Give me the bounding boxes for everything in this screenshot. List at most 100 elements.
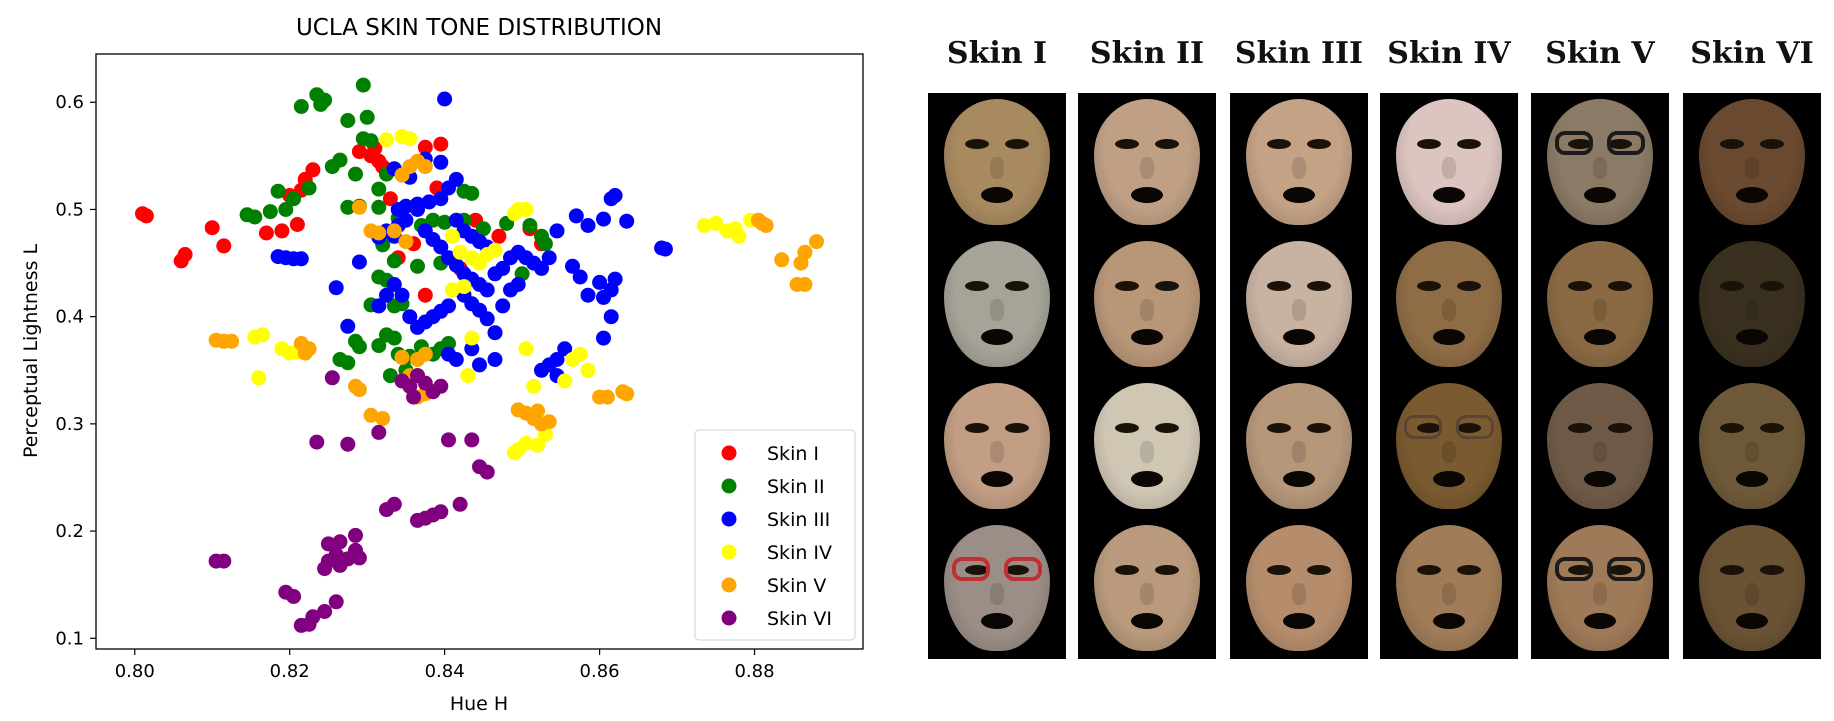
face-eye: [1457, 139, 1481, 149]
face-image: [1380, 235, 1518, 373]
data-point: [619, 213, 635, 229]
face-nose: [1140, 299, 1154, 321]
data-point: [351, 550, 367, 566]
column-header: Skin V: [1545, 36, 1655, 71]
face-eye: [1568, 565, 1592, 575]
data-point: [406, 389, 422, 405]
skin-tone-face-grid: Skin I Skin II Skin III Skin IV Skin V Skin V…: [920, 0, 1834, 721]
face-mouth: [1283, 329, 1315, 345]
face-shape: [1094, 525, 1200, 651]
face-mouth: [1283, 471, 1315, 487]
data-point: [138, 208, 154, 224]
data-point: [530, 437, 546, 453]
data-point: [351, 339, 367, 355]
face-nose: [1593, 299, 1607, 321]
data-point: [224, 333, 240, 349]
face-nose: [1140, 441, 1154, 463]
legend-marker: [721, 445, 737, 461]
face-nose: [1292, 299, 1306, 321]
face-shape: [1396, 525, 1502, 651]
data-point: [491, 228, 507, 244]
face-image: [1230, 93, 1368, 231]
face-nose: [990, 441, 1004, 463]
data-point: [258, 225, 274, 241]
face-image: [1230, 519, 1368, 657]
data-point: [518, 202, 534, 217]
face-shape: [1094, 383, 1200, 509]
face-eye: [965, 565, 989, 575]
plot-frame: [95, 53, 864, 650]
face-mouth: [1736, 329, 1768, 345]
face-eye: [1115, 565, 1139, 575]
data-point: [557, 373, 573, 389]
data-point: [382, 368, 398, 384]
column-header: Skin II: [1089, 36, 1205, 71]
data-point: [328, 594, 344, 610]
face-shape: [1699, 241, 1805, 367]
data-point: [286, 191, 302, 207]
legend-marker: [721, 511, 737, 527]
data-point: [351, 382, 367, 398]
face-eye: [1417, 423, 1441, 433]
data-point: [317, 92, 333, 108]
face-eye: [1760, 423, 1784, 433]
face-shape: [1246, 241, 1352, 367]
data-point: [437, 91, 453, 107]
data-point: [340, 113, 356, 128]
face-eye: [1608, 423, 1632, 433]
data-point: [379, 132, 394, 148]
data-point: [340, 199, 356, 215]
face-shape: [1094, 241, 1200, 367]
data-point: [382, 191, 398, 207]
face-mouth: [1433, 613, 1465, 629]
data-point: [568, 208, 584, 224]
x-tick-label: 0.84: [425, 661, 465, 682]
data-point: [448, 171, 464, 187]
data-point: [657, 241, 673, 257]
x-axis-label: Hue H: [450, 693, 508, 715]
face-eye: [1155, 281, 1179, 291]
data-point: [398, 198, 414, 214]
data-point: [177, 247, 193, 262]
legend-label: Skin IV: [767, 542, 832, 564]
face-shape: [1396, 383, 1502, 509]
face-mouth: [981, 187, 1013, 203]
data-point: [251, 370, 267, 386]
data-point: [417, 287, 433, 303]
data-point: [417, 159, 433, 175]
data-point: [433, 191, 449, 207]
data-point: [495, 260, 511, 276]
data-point: [758, 218, 774, 233]
face-image: [1380, 377, 1518, 515]
face-eye: [1568, 139, 1592, 149]
face-nose: [1292, 157, 1306, 179]
face-column: [1230, 93, 1368, 659]
data-point: [289, 217, 305, 232]
face-image: [928, 519, 1066, 657]
face-nose: [1593, 441, 1607, 463]
data-point: [537, 236, 553, 252]
data-point: [456, 279, 472, 295]
data-point: [340, 318, 356, 334]
data-point: [580, 287, 596, 303]
data-point: [565, 258, 580, 274]
data-point: [216, 553, 232, 569]
face-shape: [1246, 525, 1352, 651]
face-nose: [1593, 157, 1607, 179]
data-point: [216, 238, 232, 254]
face-nose: [990, 299, 1004, 321]
face-mouth: [1131, 187, 1163, 203]
face-eye: [1720, 565, 1744, 575]
y-tick-label: 0.6: [55, 92, 84, 113]
face-eye: [1307, 281, 1331, 291]
data-point: [592, 274, 608, 290]
data-point: [324, 370, 340, 386]
data-point: [410, 319, 425, 335]
data-point: [402, 309, 418, 325]
data-point: [301, 180, 317, 196]
data-point: [487, 242, 503, 258]
data-point: [619, 386, 635, 402]
face-nose: [1140, 583, 1154, 605]
data-point: [386, 496, 402, 512]
glasses: [1404, 415, 1494, 441]
